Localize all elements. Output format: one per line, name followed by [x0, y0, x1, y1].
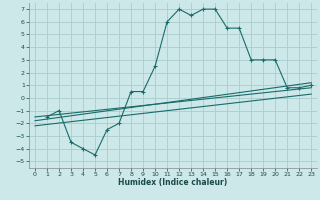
X-axis label: Humidex (Indice chaleur): Humidex (Indice chaleur): [118, 178, 228, 187]
